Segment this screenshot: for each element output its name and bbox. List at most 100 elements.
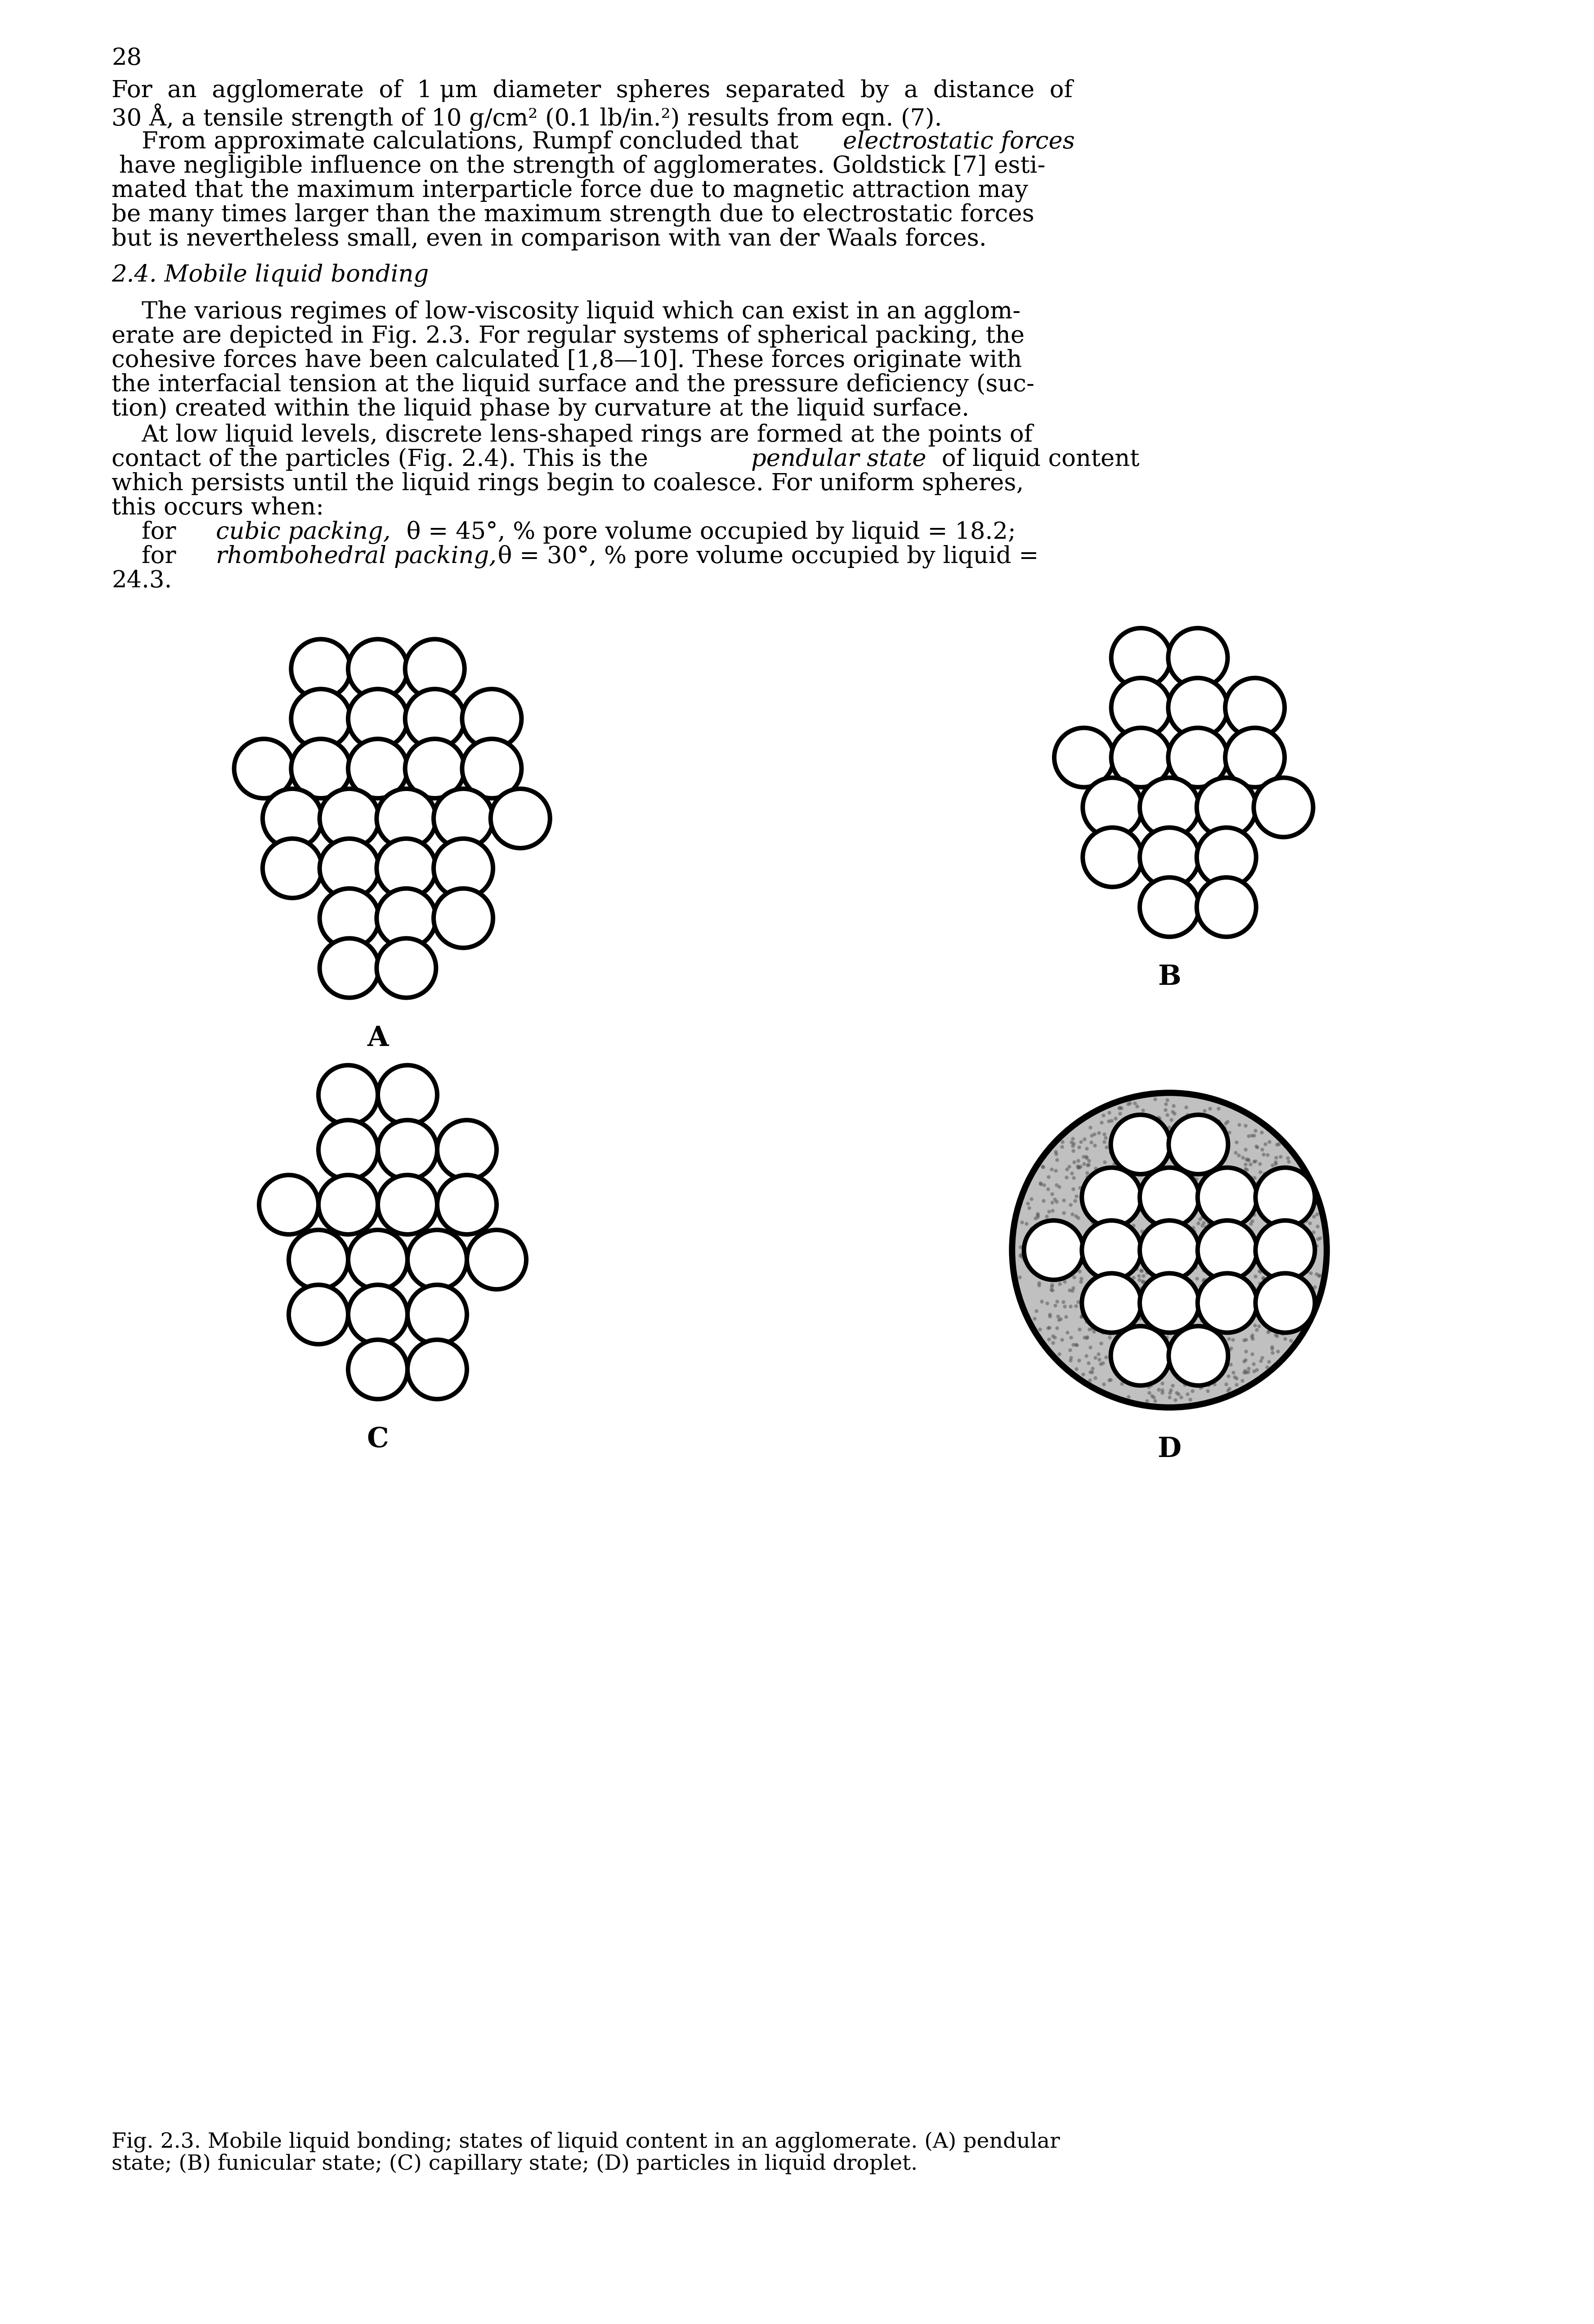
Point [1275, 1155, 1301, 1192]
Point [1293, 1241, 1318, 1278]
Point [1189, 1099, 1215, 1136]
Point [1022, 1199, 1047, 1236]
Point [1081, 1183, 1106, 1220]
Point [1299, 1229, 1325, 1267]
Point [1293, 1220, 1318, 1257]
Point [1121, 1111, 1146, 1148]
Point [1019, 1181, 1044, 1218]
Point [1242, 1160, 1267, 1197]
Point [1240, 1320, 1266, 1357]
Point [1141, 1378, 1167, 1415]
Point [1234, 1178, 1259, 1215]
Point [1117, 1220, 1143, 1257]
Point [1046, 1297, 1071, 1334]
Point [1133, 1264, 1159, 1301]
Point [1127, 1171, 1152, 1208]
Point [1170, 1236, 1196, 1274]
Point [1218, 1346, 1243, 1383]
Point [1087, 1346, 1113, 1383]
Point [1129, 1360, 1154, 1397]
Text: but is nevertheless small, even in comparison with van der Waals forces.: but is nevertheless small, even in compa… [112, 228, 987, 251]
Point [1028, 1206, 1054, 1243]
Point [1095, 1222, 1121, 1260]
Point [1307, 1220, 1333, 1257]
Point [1167, 1308, 1192, 1346]
Point [1103, 1220, 1129, 1257]
Circle shape [1226, 679, 1285, 737]
Point [1200, 1206, 1226, 1243]
Point [1175, 1190, 1200, 1227]
Point [1270, 1292, 1296, 1329]
Circle shape [1140, 1274, 1199, 1332]
Point [1192, 1208, 1218, 1246]
Point [1175, 1106, 1200, 1143]
Point [1041, 1220, 1066, 1257]
Point [1137, 1157, 1162, 1195]
Point [1216, 1285, 1242, 1322]
Point [1087, 1290, 1113, 1327]
Point [1278, 1322, 1304, 1360]
Point [1186, 1297, 1211, 1334]
Point [1219, 1239, 1245, 1276]
Point [1124, 1339, 1149, 1376]
Point [1170, 1255, 1196, 1292]
Point [1192, 1092, 1218, 1129]
Point [1084, 1229, 1109, 1267]
Point [1124, 1088, 1149, 1125]
Point [1154, 1097, 1180, 1134]
Point [1165, 1183, 1191, 1220]
Point [1251, 1283, 1277, 1320]
Point [1054, 1248, 1079, 1285]
Point [1108, 1306, 1133, 1343]
Point [1192, 1241, 1218, 1278]
Point [1154, 1267, 1180, 1304]
Circle shape [462, 688, 521, 748]
Point [1159, 1181, 1184, 1218]
Point [1176, 1253, 1202, 1290]
Point [1074, 1178, 1100, 1215]
Point [1205, 1341, 1231, 1378]
Point [1152, 1136, 1178, 1174]
Circle shape [263, 839, 322, 897]
Point [1097, 1148, 1122, 1185]
Point [1152, 1092, 1178, 1129]
Text: for: for [112, 521, 183, 544]
Point [1207, 1102, 1232, 1139]
Circle shape [434, 888, 493, 948]
Point [1180, 1225, 1205, 1262]
Point [1280, 1197, 1305, 1234]
Point [1192, 1297, 1218, 1334]
Point [1278, 1250, 1304, 1287]
Point [1191, 1132, 1216, 1169]
Point [1223, 1206, 1248, 1243]
Point [1277, 1171, 1302, 1208]
Point [1253, 1125, 1278, 1162]
Point [1097, 1283, 1122, 1320]
Point [1266, 1264, 1291, 1301]
Circle shape [1168, 1327, 1227, 1385]
Point [1285, 1281, 1310, 1318]
Point [1039, 1183, 1065, 1220]
Point [1089, 1155, 1114, 1192]
Point [1114, 1195, 1140, 1232]
Circle shape [1082, 1167, 1141, 1227]
Point [1116, 1102, 1141, 1139]
Point [1073, 1139, 1098, 1176]
Point [1078, 1202, 1103, 1239]
Point [1208, 1320, 1234, 1357]
Point [1164, 1218, 1189, 1255]
Point [1087, 1160, 1113, 1197]
Point [1270, 1195, 1296, 1232]
Point [1286, 1278, 1312, 1315]
Point [1038, 1271, 1063, 1308]
Point [1076, 1311, 1101, 1348]
Point [1188, 1267, 1213, 1304]
Point [1223, 1294, 1248, 1332]
Point [1082, 1199, 1108, 1236]
Point [1135, 1220, 1160, 1257]
Point [1226, 1106, 1251, 1143]
Point [1151, 1262, 1176, 1299]
Circle shape [1168, 727, 1227, 788]
Point [1030, 1148, 1055, 1185]
Point [1137, 1369, 1162, 1406]
